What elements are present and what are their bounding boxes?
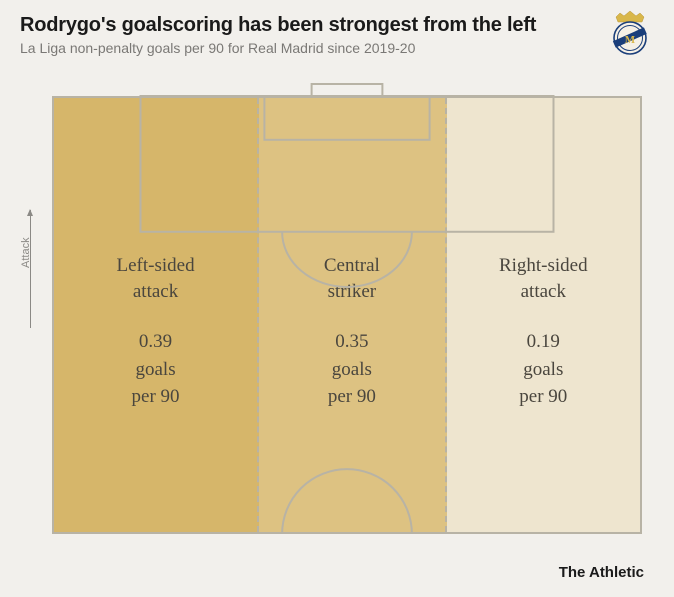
attack-direction-arrow-icon	[30, 210, 31, 328]
attack-axis-label: Attack	[20, 237, 32, 268]
zone-label: Left-sidedattack	[117, 253, 195, 304]
pitch-chart: Left-sidedattack 0.39goalsper 90 Centralst…	[52, 96, 642, 534]
zone-2: Right-sidedattack 0.19goalsper 90	[447, 98, 640, 532]
chart-subtitle: La Liga non-penalty goals per 90 for Rea…	[20, 40, 654, 56]
zone-value: 0.39goalsper 90	[132, 328, 180, 411]
brand-attribution: The Athletic	[559, 564, 644, 581]
zone-value: 0.19goalsper 90	[519, 328, 567, 411]
zone-label: Centralstriker	[324, 253, 380, 304]
zone-value: 0.35goalsper 90	[328, 328, 376, 411]
real-madrid-crest-icon: M	[610, 10, 650, 58]
svg-text:M: M	[625, 34, 636, 46]
pitch-zones-container: Left-sidedattack 0.39goalsper 90 Centralst…	[52, 96, 642, 534]
zone-1: Centralstriker 0.35goalsper 90	[259, 98, 447, 532]
zone-label: Right-sidedattack	[499, 253, 588, 304]
chart-title: Rodrygo's goalscoring has been strongest…	[20, 14, 654, 37]
zone-0: Left-sidedattack 0.39goalsper 90	[54, 98, 259, 532]
